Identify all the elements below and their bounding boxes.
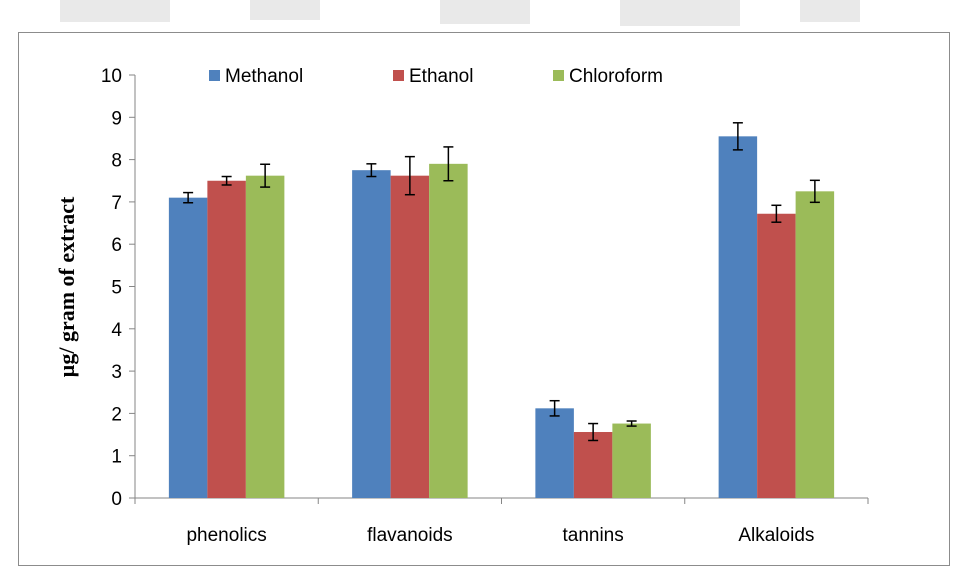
error-bars-group [183,122,820,442]
watermark-block [60,0,170,22]
watermark-block [250,0,320,20]
x-tick-label: flavanoids [367,525,453,546]
bar [757,213,796,498]
legend-swatch [209,70,220,81]
bar [429,163,468,498]
bars-group [168,136,835,499]
y-tick-label: 9 [111,108,122,129]
watermark-shapes [60,0,860,26]
y-tick-label: 7 [111,193,122,214]
bar [573,432,613,498]
legend-label: Chloroform [569,66,663,87]
x-tick-label: phenolics [186,525,266,546]
bar [795,191,835,498]
legend-swatch [553,70,564,81]
y-tick-label: 1 [111,447,122,468]
legend: Methanol Ethanol Chloroform [209,66,663,87]
y-tick-label: 8 [111,151,122,172]
y-tick-label: 6 [111,235,122,256]
legend-swatch [393,70,404,81]
x-tick-label: tannins [562,525,623,546]
y-axis-label: µg/ gram of extract [54,196,79,377]
watermark-band [0,0,960,40]
bar [718,136,758,498]
y-tick-label: 2 [111,404,122,425]
y-tick-label: 3 [111,362,122,383]
y-tick-label: 5 [111,278,122,299]
watermark-block [440,0,530,24]
bar [245,175,285,498]
watermark-block [800,0,860,22]
legend-label: Ethanol [409,66,473,87]
bar [352,170,391,499]
y-tick-label: 4 [111,320,122,341]
bar [535,408,574,498]
legend-label: Methanol [225,66,303,87]
bar [390,175,430,498]
bar [168,197,208,499]
x-tick-label: Alkaloids [738,525,814,546]
y-tick-label: 10 [101,66,122,87]
y-tick-label: 0 [111,489,122,510]
bar [207,180,246,498]
bar [612,423,651,498]
watermark-block [620,0,740,26]
